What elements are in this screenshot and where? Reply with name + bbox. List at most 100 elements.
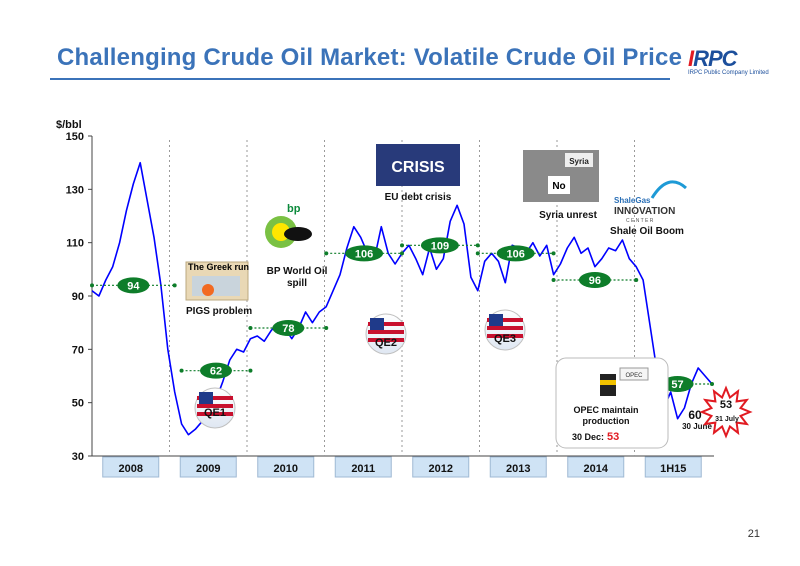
page-number: 21 <box>747 528 760 540</box>
average-value-label: 78 <box>282 323 294 335</box>
greek-run-fire <box>202 284 214 296</box>
average-value-label: 106 <box>355 248 373 260</box>
us-flag-stripe <box>197 396 233 400</box>
average-line-end <box>324 326 329 330</box>
year-labels: 2008 2009 2010 2011 2012 2013 2014 1H15 <box>102 456 702 478</box>
syria-annotation: Syria No Syria unrest <box>523 150 599 221</box>
us-flag-canton <box>199 392 213 404</box>
y-tick-label: 30 <box>72 451 84 463</box>
y-tick-label: 70 <box>72 344 84 356</box>
average-line-end <box>710 382 714 386</box>
average-value-label: 96 <box>589 275 601 287</box>
logo-wordmark: IRPC <box>688 46 738 71</box>
y-tick-label: 90 <box>72 291 84 303</box>
average-line-end <box>90 283 94 288</box>
average-pill <box>272 320 305 336</box>
crisis-badge: CRISIS <box>391 159 445 176</box>
us-flag-stripe <box>368 330 404 334</box>
y-tick-label: 110 <box>66 238 84 250</box>
y-tick-label: 50 <box>72 398 84 410</box>
average-value-label: 109 <box>431 240 449 252</box>
opec-label-1: OPEC maintain <box>573 405 638 415</box>
y-axis-unit: $/bbl <box>56 119 82 131</box>
opec-sign-text: OPEC <box>625 373 643 379</box>
pigs-problem-label: PIGS problem <box>186 306 252 317</box>
july-price-starburst: 53 31 July <box>699 385 753 439</box>
year-label: 2014 <box>584 463 609 475</box>
average-line-end <box>248 368 253 373</box>
eu-crisis-label: EU debt crisis <box>385 192 452 203</box>
shale-annotation: ShaleGas INNOVATION C E N T E R Shale Oi… <box>610 180 687 237</box>
logo-subtitle: IRPC Public Company Limited <box>688 70 769 76</box>
june-price-value: 60 <box>688 408 702 422</box>
irpc-logo: IRPC IRPC Public Company Limited <box>688 46 769 86</box>
average-pill <box>200 362 232 379</box>
shale-logo-line-1: ShaleGas <box>614 196 651 205</box>
us-flag-stripe <box>368 322 404 326</box>
year-label: 2010 <box>274 463 298 475</box>
qe1-flag: QE1 <box>194 387 236 429</box>
opec-date: 30 Dec: <box>572 432 604 442</box>
average-line-end <box>179 368 184 373</box>
average-line-end <box>400 243 404 248</box>
period-averages: 94 62 78 106 109 106 96 57 <box>90 237 714 392</box>
year-box <box>412 456 470 478</box>
no-sign <box>548 176 570 194</box>
opec-callout: OPEC OPEC maintain production 30 Dec: 53 <box>555 357 669 449</box>
syria-sign <box>565 153 593 167</box>
syria-unrest-label: Syria unrest <box>539 210 597 221</box>
shale-logo-line-2: INNOVATION <box>614 206 675 217</box>
bp-wordmark: bp <box>287 203 301 215</box>
axes: 30 50 70 90 110 130 150 <box>66 131 714 463</box>
greek-run-banknote <box>192 276 240 296</box>
average-line-end <box>400 251 404 256</box>
average-pill <box>420 237 459 254</box>
year-box <box>179 456 237 478</box>
bp-spill-label-1: BP World Oil <box>267 266 328 277</box>
june-price-date: 30 June <box>682 422 712 431</box>
eu-crisis-annotation: CRISIS EU debt crisis <box>376 144 460 203</box>
average-pill <box>578 272 611 288</box>
average-line-end <box>475 251 480 256</box>
july-price-value: 53 <box>720 399 732 411</box>
average-line-end <box>634 278 639 282</box>
average-line-end <box>551 251 556 256</box>
syria-sign-text: Syria <box>569 157 589 166</box>
year-box <box>489 456 547 478</box>
us-flag-canton <box>370 318 384 330</box>
average-value-label: 62 <box>210 366 222 378</box>
us-flag-canton <box>489 314 503 326</box>
average-line-end <box>324 251 329 256</box>
average-line-end <box>172 283 177 288</box>
year-box <box>334 456 392 478</box>
bp-annotation: bp BP World Oil spill <box>265 203 328 289</box>
us-flag-stripe <box>197 412 233 416</box>
oil-spill-icon <box>284 227 312 241</box>
year-box <box>567 456 625 478</box>
crisis-image <box>376 144 460 186</box>
us-flag-stripe <box>487 318 523 322</box>
oil-barrel-band <box>600 380 616 385</box>
us-flag-stripe <box>487 334 523 338</box>
year-box <box>644 456 702 478</box>
shale-logo-swoosh-icon <box>650 180 687 199</box>
july-price-date: 31 July <box>715 416 739 423</box>
qe2-flag: QE2 <box>365 313 407 355</box>
bp-spill-label-2: spill <box>287 278 307 289</box>
year-label: 2009 <box>196 463 220 475</box>
average-line-end <box>551 278 556 282</box>
title-underline <box>50 78 670 80</box>
qe3-flag: QE3 <box>484 309 526 351</box>
shale-boom-label: Shale Oil Boom <box>610 226 684 237</box>
qe2-label: QE2 <box>375 337 397 349</box>
average-pill <box>117 277 150 294</box>
greek-run-title: The Greek run <box>188 262 249 272</box>
year-label: 2008 <box>119 463 143 475</box>
year-box <box>102 456 160 478</box>
average-value-label: 94 <box>127 280 140 292</box>
y-tick-label: 130 <box>66 184 84 196</box>
year-label: 2012 <box>429 463 453 475</box>
shale-logo-line-3: C E N T E R <box>626 218 654 224</box>
year-label: 1H15 <box>660 463 686 475</box>
